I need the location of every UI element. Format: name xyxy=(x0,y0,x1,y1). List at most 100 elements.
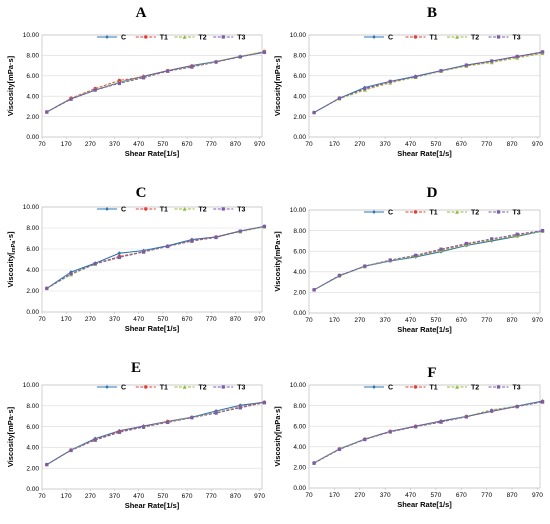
y-tick-label: 6.00 xyxy=(26,246,39,253)
x-axis-label: Shear Rate[1/s] xyxy=(125,501,180,510)
y-axis-label: Viscosity[mPa·s] xyxy=(6,406,15,467)
x-tick-label: 970 xyxy=(254,493,265,500)
legend-marker-t3 xyxy=(496,385,501,389)
data-point-t3 xyxy=(388,79,392,84)
panel-title: E xyxy=(131,360,141,376)
plot-frame xyxy=(308,34,541,138)
y-tick-label: 10.00 xyxy=(290,207,307,214)
x-tick-label: 170 xyxy=(61,141,72,148)
data-point-t3 xyxy=(141,250,146,254)
x-tick-label: 570 xyxy=(430,317,441,324)
plot-frame xyxy=(41,34,263,138)
y-tick-label: 8.00 xyxy=(293,403,306,410)
data-point-t3 xyxy=(238,406,242,410)
legend-label-t1: T1 xyxy=(160,207,168,214)
data-point-t3 xyxy=(414,425,418,429)
y-tick-label: 6.00 xyxy=(293,73,306,80)
x-tick-label: 870 xyxy=(230,316,241,323)
data-point-t3 xyxy=(540,50,545,54)
x-tick-label: 370 xyxy=(380,492,391,499)
legend-label-c: C xyxy=(388,35,393,42)
data-point-t3 xyxy=(262,224,267,229)
x-tick-label: 670 xyxy=(182,493,193,500)
panel-title: B xyxy=(427,5,437,21)
y-tick-label: 8.00 xyxy=(26,53,39,60)
legend-label-t2: T2 xyxy=(199,385,207,392)
x-tick-label: 770 xyxy=(206,493,217,500)
legend-label-t3: T3 xyxy=(513,35,521,42)
x-axis-label: Shear Rate[1/s] xyxy=(397,500,452,509)
series-line-t3 xyxy=(46,51,265,113)
y-tick-label: 4.00 xyxy=(26,267,39,274)
legend-label-t3: T3 xyxy=(237,385,245,392)
legend-marker-t1 xyxy=(413,210,418,214)
chart-panel-c: C 0.00 2.00 4.00 6.00 8.00 10.00 70 170 270 370 470… xyxy=(6,185,267,333)
data-point-t3 xyxy=(464,241,468,246)
data-point-t3 xyxy=(312,288,316,292)
y-tick-label: 0.00 xyxy=(26,486,39,493)
y-axis-label: Viscosity[mPa·s] xyxy=(273,55,282,116)
x-tick-label: 870 xyxy=(230,493,241,500)
panel-title: C xyxy=(136,185,147,201)
data-point-t3 xyxy=(69,97,73,101)
data-point-t3 xyxy=(166,420,170,425)
x-tick-label: 70 xyxy=(305,492,313,499)
data-point-t3 xyxy=(190,416,194,420)
legend-marker-t2 xyxy=(182,207,187,211)
series-line-c xyxy=(313,400,543,464)
x-tick-label: 370 xyxy=(380,141,391,148)
x-tick-label: 570 xyxy=(430,492,441,499)
series-line-t1 xyxy=(313,230,543,291)
legend-marker-t2 xyxy=(182,385,187,389)
data-point-t3 xyxy=(464,63,468,67)
data-point-t3 xyxy=(388,258,392,262)
legend-marker-c xyxy=(372,385,376,389)
legend-marker-t3 xyxy=(496,35,501,39)
data-point-t3 xyxy=(262,401,267,405)
data-point-t3 xyxy=(117,81,121,86)
legend-marker-t1 xyxy=(144,207,148,211)
series-line-t2 xyxy=(313,52,543,113)
data-point-t3 xyxy=(93,262,97,266)
y-tick-label: 10.00 xyxy=(290,382,307,389)
legend-label-c: C xyxy=(121,207,126,214)
legend-marker-t1 xyxy=(144,385,148,389)
data-point-t3 xyxy=(464,415,468,419)
x-tick-label: 170 xyxy=(61,316,72,323)
data-point-t3 xyxy=(69,448,73,453)
x-tick-label: 70 xyxy=(38,316,46,323)
series-line-t3 xyxy=(313,401,543,464)
x-tick-label: 670 xyxy=(182,141,193,148)
legend-marker-c xyxy=(105,385,109,389)
data-point-t3 xyxy=(214,60,218,64)
legend-marker-t3 xyxy=(221,385,225,389)
data-point-t3 xyxy=(388,430,392,434)
legend-marker-t1 xyxy=(144,35,148,39)
legend-label-t3: T3 xyxy=(237,35,245,42)
y-tick-label: 4.00 xyxy=(293,269,306,276)
plot-frame xyxy=(41,206,263,313)
series-line-t1 xyxy=(46,401,265,465)
x-tick-label: 70 xyxy=(38,141,46,148)
y-tick-label: 10.00 xyxy=(23,204,40,211)
x-tick-label: 370 xyxy=(109,141,120,148)
x-tick-label: 570 xyxy=(430,141,441,148)
data-point-t3 xyxy=(363,264,367,268)
x-tick-label: 370 xyxy=(109,316,120,323)
data-point-t3 xyxy=(490,409,494,413)
data-point-t3 xyxy=(141,76,146,80)
data-point-t1 xyxy=(117,78,122,83)
data-point-t3 xyxy=(190,65,194,69)
data-point-t3 xyxy=(337,447,342,451)
data-point-t3 xyxy=(190,239,194,243)
series-line-t1 xyxy=(313,401,543,464)
y-tick-label: 0.00 xyxy=(293,310,306,317)
x-tick-label: 570 xyxy=(157,493,168,500)
legend-label-t1: T1 xyxy=(430,385,438,392)
x-tick-label: 570 xyxy=(157,141,168,148)
x-tick-label: 570 xyxy=(157,316,168,323)
x-tick-label: 970 xyxy=(532,317,543,324)
y-tick-label: 2.00 xyxy=(26,288,39,295)
y-tick-label: 4.00 xyxy=(26,93,39,100)
data-point-t3 xyxy=(490,237,494,241)
